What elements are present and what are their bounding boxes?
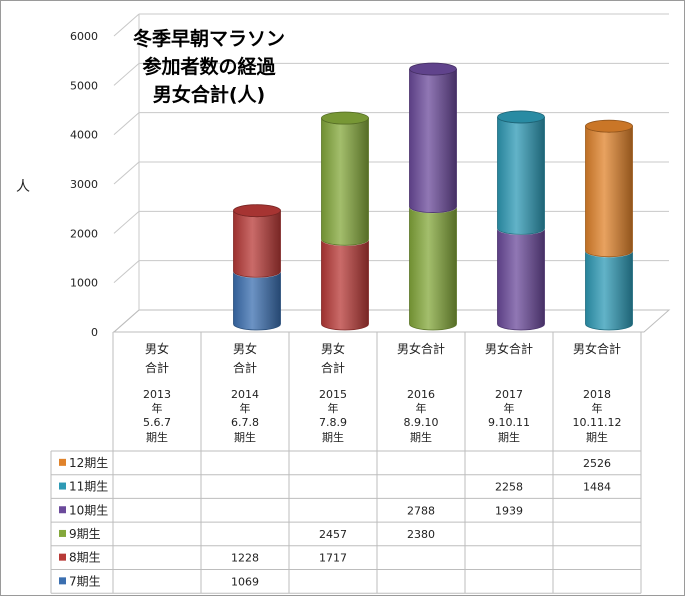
category-label: 男女合計 bbox=[485, 341, 533, 356]
data-label: 2457 bbox=[319, 528, 347, 541]
category-label: 10.11.12 bbox=[573, 416, 622, 429]
bar-segment bbox=[233, 271, 281, 331]
legend-label: 12期生 bbox=[69, 456, 108, 470]
bar-segment bbox=[497, 116, 545, 235]
legend-label: 11期生 bbox=[69, 480, 108, 494]
y-tick-label: 6000 bbox=[70, 30, 98, 43]
gridline-side bbox=[113, 210, 140, 234]
chart-title-line: 冬季早朝マラソン bbox=[133, 27, 285, 50]
category-label: 男女合計 bbox=[573, 341, 621, 356]
category-label: 期生 bbox=[586, 430, 608, 444]
bar-segment bbox=[321, 117, 369, 246]
bar-segment bbox=[233, 210, 281, 278]
category-label: 期生 bbox=[410, 430, 432, 444]
data-label: 1939 bbox=[495, 504, 523, 517]
category-label: 7.8.9 bbox=[319, 416, 347, 429]
grid bbox=[112, 13, 671, 333]
category-label: 期生 bbox=[146, 430, 168, 444]
category-label: 6.7.8 bbox=[231, 416, 259, 429]
bar-segment bbox=[497, 228, 545, 331]
y-tick-label: 4000 bbox=[70, 129, 98, 142]
bar-top bbox=[233, 204, 281, 218]
category-label: 合計 bbox=[145, 360, 169, 375]
legend-swatch bbox=[59, 529, 66, 537]
y-tick-label: 3000 bbox=[70, 178, 98, 191]
category-label: 2016 bbox=[407, 388, 435, 401]
legend-label: 10期生 bbox=[69, 503, 108, 517]
legend-swatch bbox=[59, 553, 66, 561]
gridline-side bbox=[113, 260, 140, 284]
category-labels: 男女合計2013年5.6.7期生男女合計2014年6.7.8期生男女合計2015… bbox=[143, 341, 621, 444]
data-label: 2526 bbox=[583, 457, 611, 470]
legend-swatch bbox=[59, 577, 66, 585]
y-axis-label: 人 bbox=[16, 179, 30, 195]
data-label: 1717 bbox=[319, 552, 347, 565]
y-tick-label: 5000 bbox=[70, 79, 98, 92]
category-label: 8.9.10 bbox=[404, 416, 439, 429]
data-label: 2380 bbox=[407, 528, 435, 541]
bars bbox=[232, 62, 634, 331]
y-tick-label: 1000 bbox=[70, 277, 98, 290]
bar-segment bbox=[321, 239, 369, 331]
category-label: 期生 bbox=[234, 430, 256, 444]
bar-segment bbox=[585, 250, 633, 331]
gridline-side bbox=[113, 112, 140, 136]
category-label: 男女 bbox=[145, 341, 169, 356]
category-label: 合計 bbox=[321, 360, 345, 375]
category-label: 男女 bbox=[233, 341, 257, 356]
y-tick-label: 0 bbox=[91, 326, 98, 339]
bar-segment bbox=[409, 68, 457, 213]
chart-title-line: 男女合計(人) bbox=[153, 83, 265, 106]
category-label: 年 bbox=[416, 401, 427, 415]
bar-top bbox=[321, 111, 369, 125]
legend-swatch bbox=[59, 506, 66, 514]
category-label: 2013 bbox=[143, 388, 171, 401]
chart-title-line: 参加者数の経過 bbox=[142, 55, 276, 78]
category-label: 期生 bbox=[498, 430, 520, 444]
category-label: 2018 bbox=[583, 388, 611, 401]
bar-top bbox=[409, 62, 457, 76]
category-label: 男女 bbox=[321, 341, 345, 356]
bar-top bbox=[497, 110, 545, 124]
category-label: 男女合計 bbox=[397, 341, 445, 356]
category-label: 2015 bbox=[319, 388, 347, 401]
category-label: 9.10.11 bbox=[488, 416, 530, 429]
y-tick-label: 2000 bbox=[70, 227, 98, 240]
data-label: 1484 bbox=[583, 481, 611, 494]
gridline-side bbox=[113, 13, 140, 37]
gridline-side bbox=[113, 62, 140, 86]
data-label: 1069 bbox=[231, 575, 259, 588]
legend-label: 8期生 bbox=[69, 551, 101, 565]
category-label: 2017 bbox=[495, 388, 523, 401]
category-label: 年 bbox=[504, 401, 515, 415]
bar-segment bbox=[409, 206, 457, 331]
category-label: 5.6.7 bbox=[143, 416, 171, 429]
legend-label: 7期生 bbox=[69, 574, 101, 588]
category-label: 年 bbox=[328, 401, 339, 415]
category-label: 2014 bbox=[231, 388, 259, 401]
legend-swatch bbox=[59, 482, 66, 490]
legend-swatch bbox=[59, 458, 66, 466]
data-label: 2258 bbox=[495, 481, 523, 494]
bar-top bbox=[585, 119, 633, 133]
category-label: 年 bbox=[240, 401, 251, 415]
data-label: 2788 bbox=[407, 504, 435, 517]
data-label: 1228 bbox=[231, 552, 259, 565]
legend-label: 9期生 bbox=[69, 527, 101, 541]
bar-segment bbox=[585, 126, 633, 258]
gridline-side bbox=[113, 161, 140, 185]
y-axis: 0 1000 2000 3000 4000 5000 6000 bbox=[70, 30, 98, 339]
category-label: 合計 bbox=[233, 360, 257, 375]
category-label: 期生 bbox=[322, 430, 344, 444]
category-label: 年 bbox=[152, 401, 163, 415]
data-table: 12期生 2526 11期生 2258 1484 10期生 2788 1939 9期生 2457 2… bbox=[50, 331, 642, 594]
category-label: 年 bbox=[592, 401, 603, 415]
